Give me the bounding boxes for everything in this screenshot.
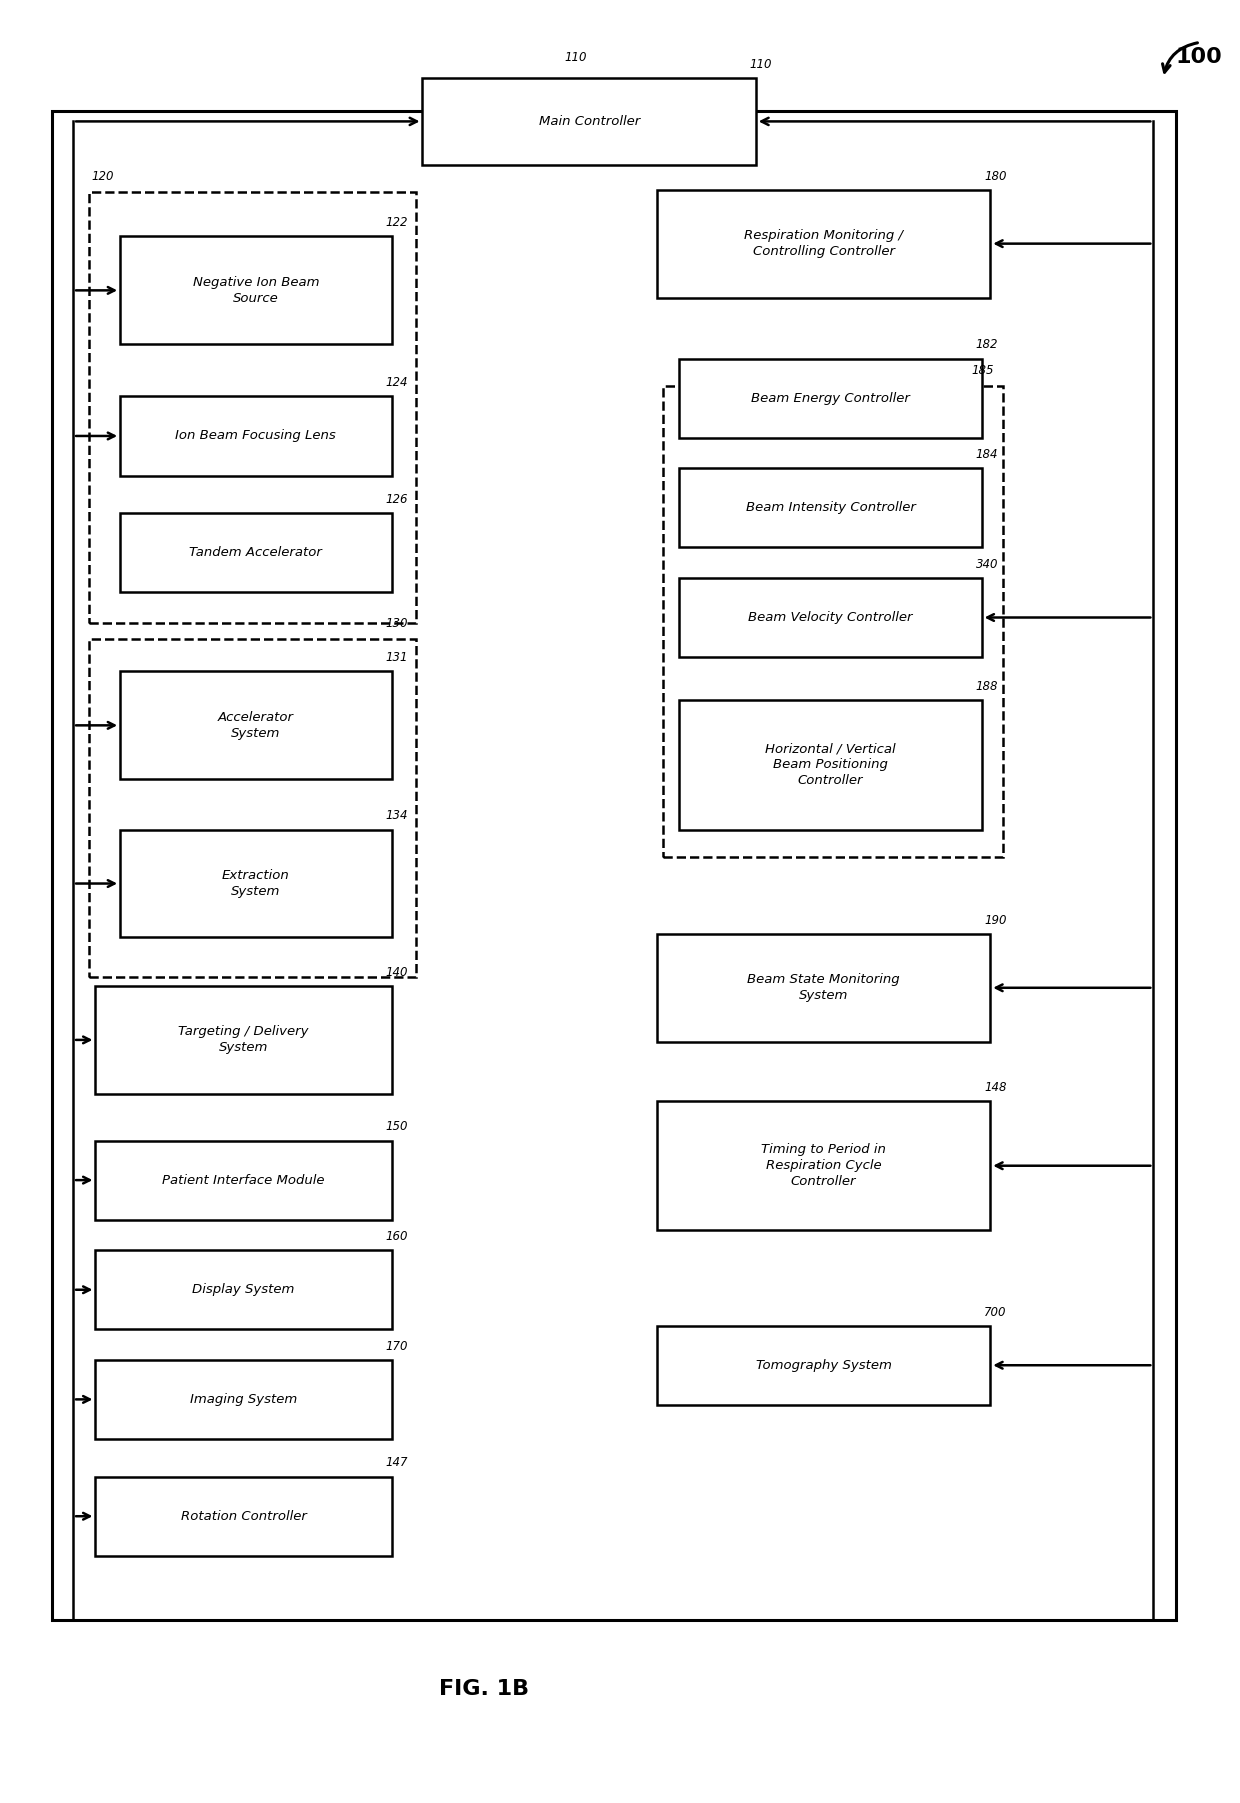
Text: 110: 110 [564, 50, 587, 63]
Bar [120, 236, 392, 344]
Text: 126: 126 [386, 492, 408, 507]
Text: 124: 124 [386, 377, 408, 389]
Bar [95, 1359, 392, 1439]
Text: 170: 170 [386, 1340, 408, 1352]
Bar [680, 579, 982, 656]
Text: 340: 340 [976, 557, 998, 572]
Text: 150: 150 [386, 1120, 408, 1134]
Text: Timing to Period in
Respiration Cycle
Controller: Timing to Period in Respiration Cycle Co… [761, 1143, 887, 1188]
Text: Imaging System: Imaging System [190, 1394, 298, 1406]
Text: Horizontal / Vertical
Beam Positioning
Controller: Horizontal / Vertical Beam Positioning C… [765, 743, 895, 788]
Bar [663, 386, 1003, 856]
Bar [423, 78, 756, 164]
Text: Negative Ion Beam
Source: Negative Ion Beam Source [192, 276, 319, 305]
Bar [52, 110, 1176, 1621]
Text: 148: 148 [985, 1080, 1007, 1094]
Text: 182: 182 [976, 339, 998, 352]
Text: Tomography System: Tomography System [755, 1359, 892, 1372]
Text: Tandem Accelerator: Tandem Accelerator [190, 546, 322, 559]
Text: 120: 120 [92, 169, 114, 182]
Text: Patient Interface Module: Patient Interface Module [162, 1174, 325, 1186]
Bar [680, 700, 982, 829]
Text: 134: 134 [386, 810, 408, 822]
Text: 700: 700 [985, 1305, 1007, 1318]
Bar [657, 189, 991, 297]
Text: Respiration Monitoring /
Controlling Controller: Respiration Monitoring / Controlling Con… [744, 229, 903, 258]
Text: Beam Intensity Controller: Beam Intensity Controller [745, 501, 915, 514]
Bar [120, 671, 392, 779]
Text: 122: 122 [386, 216, 408, 229]
Bar [95, 1141, 392, 1219]
Text: Targeting / Delivery
System: Targeting / Delivery System [179, 1026, 309, 1055]
Text: 160: 160 [386, 1230, 408, 1242]
Text: 185: 185 [972, 364, 994, 377]
Bar [680, 359, 982, 438]
Text: FIG. 1B: FIG. 1B [439, 1679, 529, 1698]
Text: Rotation Controller: Rotation Controller [181, 1509, 306, 1524]
Text: 100: 100 [1176, 47, 1223, 67]
Bar [89, 638, 417, 977]
Text: Display System: Display System [192, 1284, 295, 1296]
Text: Accelerator
System: Accelerator System [218, 710, 294, 739]
Text: Beam Energy Controller: Beam Energy Controller [751, 391, 910, 404]
Text: 130: 130 [386, 617, 408, 629]
Text: Extraction
System: Extraction System [222, 869, 290, 898]
Text: Beam State Monitoring
System: Beam State Monitoring System [748, 974, 900, 1002]
Bar [95, 1249, 392, 1329]
Text: 140: 140 [386, 966, 408, 979]
Text: 180: 180 [985, 169, 1007, 182]
Text: 190: 190 [985, 914, 1007, 927]
Text: 188: 188 [976, 680, 998, 692]
Text: 147: 147 [386, 1457, 408, 1469]
Bar [120, 397, 392, 476]
Text: 184: 184 [976, 449, 998, 462]
Text: Main Controller: Main Controller [538, 115, 640, 128]
Bar [657, 934, 991, 1042]
Bar [120, 829, 392, 938]
Bar [95, 1477, 392, 1556]
Bar [657, 1325, 991, 1405]
Bar [95, 986, 392, 1094]
Bar [120, 514, 392, 593]
Bar [680, 469, 982, 548]
Bar [89, 191, 417, 622]
Text: 110: 110 [750, 58, 773, 70]
Bar [657, 1102, 991, 1230]
Text: Beam Velocity Controller: Beam Velocity Controller [748, 611, 913, 624]
Text: Ion Beam Focusing Lens: Ion Beam Focusing Lens [176, 429, 336, 442]
Text: 131: 131 [386, 651, 408, 664]
